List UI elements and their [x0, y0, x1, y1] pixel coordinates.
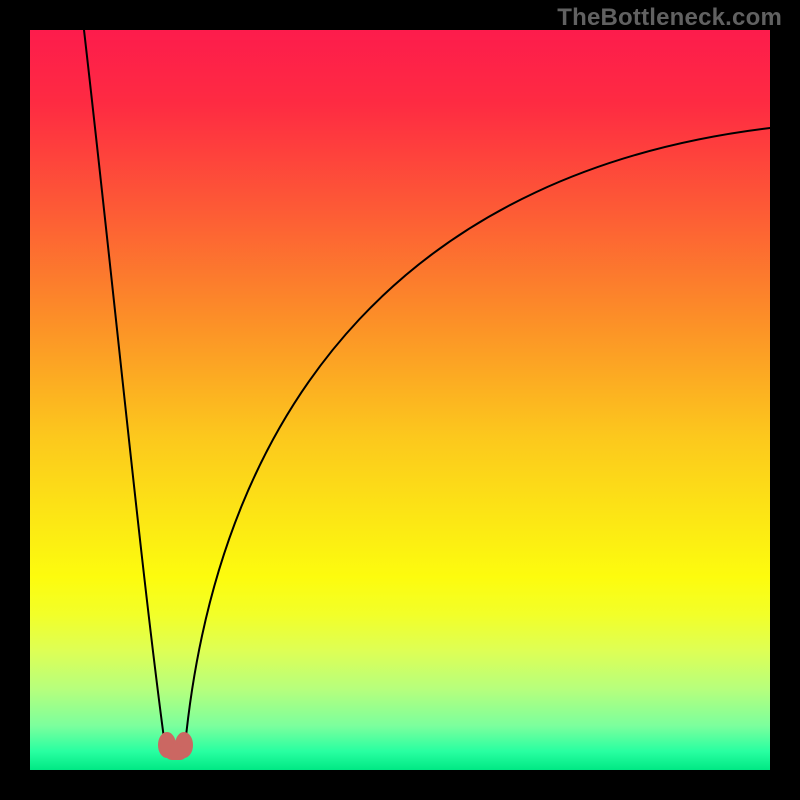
gradient-background	[30, 30, 770, 770]
watermark-link[interactable]: TheBottleneck.com	[557, 4, 782, 32]
chart-svg	[0, 0, 800, 800]
chart-container: TheBottleneck.com	[0, 0, 800, 800]
